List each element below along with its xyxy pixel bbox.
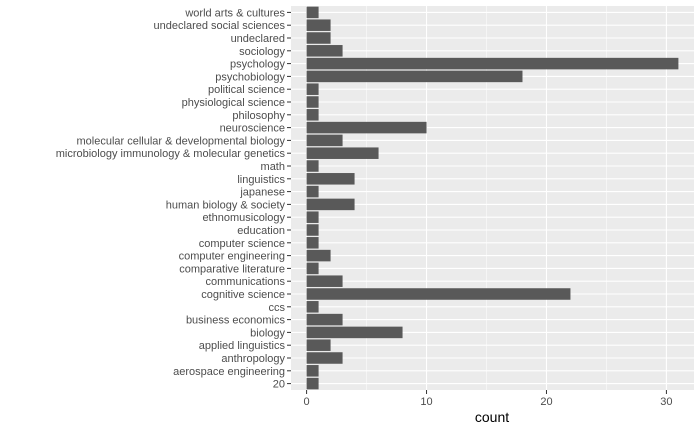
bar	[306, 365, 319, 377]
y-tick-label: 20	[273, 379, 285, 391]
y-tick-label: ethnomusicology	[202, 212, 285, 224]
bar	[306, 32, 331, 44]
bar	[306, 198, 355, 211]
bar	[306, 173, 355, 185]
y-tick-label: psychobiology	[215, 71, 285, 83]
y-tick-label: aerospace engineering	[173, 366, 285, 378]
plot-panel	[291, 6, 694, 390]
bar	[306, 352, 343, 364]
x-tick-label: 30	[660, 396, 672, 408]
bar	[306, 339, 331, 351]
y-tick-label: sociology	[239, 46, 285, 58]
y-tick-label: biology	[250, 327, 285, 339]
bar	[306, 83, 319, 95]
y-tick-label: philosophy	[232, 110, 285, 122]
x-tick-label: 20	[540, 396, 552, 408]
bar	[306, 19, 331, 31]
bar	[306, 275, 343, 287]
bar	[306, 211, 319, 223]
bar	[306, 121, 427, 134]
bar	[306, 134, 343, 147]
y-tick-label: molecular cellular & developmental biolo…	[76, 135, 285, 147]
bar	[306, 70, 523, 83]
y-tick-label: education	[237, 225, 285, 237]
bar	[306, 160, 319, 172]
y-tick-label: world arts & cultures	[184, 7, 285, 19]
bar	[306, 45, 343, 57]
y-tick-label: physiological science	[182, 97, 285, 109]
bar	[306, 6, 319, 19]
y-tick-label: linguistics	[237, 174, 285, 186]
x-axis-title: count	[475, 409, 509, 425]
x-axis-ticks: 0 10 20 30	[304, 390, 673, 408]
y-tick-label: communications	[206, 276, 286, 288]
bar	[306, 262, 319, 275]
x-tick-label: 10	[420, 396, 432, 408]
bar	[306, 147, 379, 159]
y-tick-label: human biology & society	[166, 199, 286, 211]
y-tick-label: anthropology	[221, 353, 285, 365]
bars	[306, 6, 679, 390]
bar	[306, 313, 343, 326]
bar	[306, 326, 403, 339]
y-tick-label: psychology	[230, 59, 286, 71]
bar	[306, 57, 679, 70]
bar	[306, 301, 319, 313]
y-tick-label: math	[261, 161, 285, 173]
bar	[306, 288, 571, 300]
bar	[306, 185, 319, 198]
y-tick-label: computer engineering	[179, 251, 285, 263]
y-tick-label: comparative literature	[179, 263, 285, 275]
grid-lines	[291, 6, 694, 390]
y-tick-label: cognitive science	[201, 289, 285, 301]
y-tick-label: japanese	[239, 187, 285, 199]
bar	[306, 96, 319, 108]
y-tick-label: computer science	[199, 238, 285, 250]
y-tick-label: ccs	[269, 302, 286, 314]
y-tick-label: applied linguistics	[199, 340, 286, 352]
y-tick-label: undeclared	[231, 33, 285, 45]
y-tick-label: political science	[208, 84, 285, 96]
y-tick-label: neuroscience	[220, 123, 285, 135]
bar	[306, 109, 319, 121]
y-tick-label: undeclared social sciences	[154, 20, 286, 32]
bar	[306, 224, 319, 236]
y-tick-label: business economics	[186, 315, 286, 327]
bar	[306, 377, 319, 390]
bar	[306, 249, 331, 262]
y-tick-label: microbiology immunology & molecular gene…	[56, 148, 286, 160]
bar	[306, 237, 319, 249]
x-tick-label: 0	[304, 396, 310, 408]
